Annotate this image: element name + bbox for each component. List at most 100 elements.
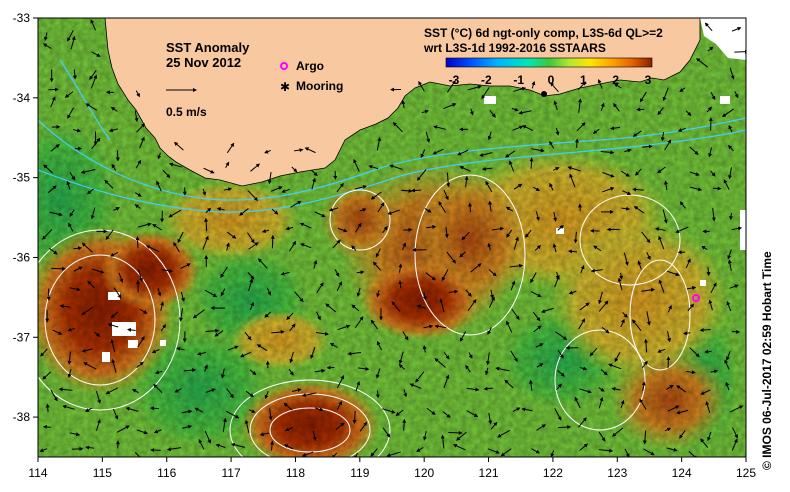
velocity-arrow	[600, 369, 608, 376]
velocity-arrow	[356, 287, 361, 297]
velocity-arrow	[311, 169, 318, 177]
velocity-arrow	[579, 388, 592, 394]
velocity-arrow	[87, 280, 95, 289]
velocity-arrow	[354, 452, 359, 457]
velocity-arrow	[301, 392, 317, 397]
velocity-arrow	[490, 421, 498, 430]
velocity-arrow	[268, 408, 273, 421]
velocity-arrow	[731, 438, 738, 451]
velocity-arrow	[174, 388, 182, 393]
velocity-arrow	[90, 74, 98, 89]
velocity-arrow	[620, 318, 625, 328]
velocity-arrow	[202, 188, 207, 196]
velocity-arrow	[446, 172, 451, 188]
velocity-arrow	[685, 258, 691, 269]
velocity-arrow	[459, 166, 471, 172]
velocity-arrow	[549, 182, 554, 191]
velocity-arrow	[264, 391, 269, 400]
velocity-arrow	[535, 211, 540, 221]
velocity-arrow	[481, 87, 490, 100]
velocity-arrow	[336, 375, 344, 389]
velocity-arrow	[600, 102, 605, 111]
colorbar-tick-label: 3	[645, 73, 652, 87]
velocity-arrow	[334, 269, 340, 277]
velocity-arrow	[66, 180, 71, 190]
velocity-arrow	[153, 429, 162, 434]
velocity-arrow	[395, 409, 404, 417]
velocity-arrow	[68, 222, 74, 232]
velocity-arrow	[534, 244, 542, 251]
velocity-arrow	[136, 361, 144, 368]
velocity-arrow	[512, 125, 524, 131]
velocity-arrow	[667, 330, 672, 343]
velocity-arrow	[156, 180, 162, 192]
velocity-arrow	[392, 121, 403, 133]
velocity-arrow	[153, 383, 163, 393]
velocity-arrow	[443, 374, 450, 389]
velocity-arrow	[532, 311, 541, 322]
velocity-arrow	[598, 291, 603, 305]
velocity-arrow	[554, 331, 568, 340]
velocity-arrow	[704, 22, 713, 32]
velocity-arrow	[181, 409, 193, 414]
velocity-arrow	[398, 351, 404, 365]
velocity-arrow	[531, 148, 545, 153]
velocity-arrow	[43, 164, 53, 174]
velocity-arrow	[110, 106, 118, 112]
velocity-arrow	[513, 236, 519, 250]
velocity-arrow	[216, 207, 225, 211]
velocity-arrow	[734, 90, 739, 99]
velocity-arrow	[183, 368, 197, 373]
velocity-arrow	[40, 348, 48, 357]
velocity-arrow	[116, 425, 130, 433]
velocity-arrow	[488, 200, 493, 212]
velocity-arrow	[359, 421, 368, 432]
velocity-arrow	[710, 369, 719, 374]
velocity-arrow	[724, 359, 730, 370]
velocity-arrow	[574, 138, 579, 148]
velocity-arrow	[59, 304, 71, 309]
velocity-arrow	[610, 126, 621, 131]
velocity-arrow	[677, 127, 686, 132]
velocity-arrow	[202, 235, 209, 250]
velocity-arrows	[39, 19, 746, 457]
velocity-arrow	[505, 206, 514, 212]
velocity-arrow	[567, 166, 581, 172]
velocity-arrow	[662, 87, 669, 102]
velocity-arrow	[173, 241, 180, 253]
legend-mooring: Mooring	[296, 79, 343, 93]
velocity-arrow	[469, 108, 474, 116]
velocity-arrow	[135, 159, 142, 169]
velocity-arrow	[728, 167, 733, 180]
velocity-arrow	[589, 347, 598, 357]
velocity-arrow	[389, 164, 403, 170]
velocity-arrow	[443, 352, 450, 360]
velocity-arrow	[177, 231, 184, 244]
velocity-arrow	[420, 149, 426, 159]
velocity-arrow	[239, 208, 249, 216]
velocity-arrow	[641, 381, 646, 392]
velocity-arrow	[664, 139, 672, 151]
velocity-arrow	[465, 289, 472, 297]
velocity-arrow	[110, 311, 119, 319]
velocity-arrow	[214, 330, 224, 337]
velocity-arrow	[135, 236, 140, 249]
velocity-arrow	[312, 430, 317, 442]
velocity-arrow	[598, 448, 614, 453]
velocity-arrow	[654, 227, 666, 232]
velocity-arrow	[434, 357, 446, 368]
velocity-arrow	[664, 180, 668, 191]
velocity-arrow	[448, 289, 459, 294]
velocity-arrow	[657, 166, 666, 174]
velocity-arrow	[105, 229, 114, 241]
velocity-arrow	[289, 323, 296, 332]
velocity-arrow	[368, 164, 379, 170]
plot-frame	[37, 17, 747, 458]
velocity-arrow	[204, 364, 208, 372]
colorbar-tick-label: -1	[513, 73, 524, 87]
velocity-arrow	[699, 328, 711, 333]
velocity-arrow	[726, 300, 732, 312]
velocity-arrow	[424, 208, 432, 213]
colorbar-tick-label: -2	[481, 73, 492, 87]
velocity-arrow	[261, 229, 270, 233]
